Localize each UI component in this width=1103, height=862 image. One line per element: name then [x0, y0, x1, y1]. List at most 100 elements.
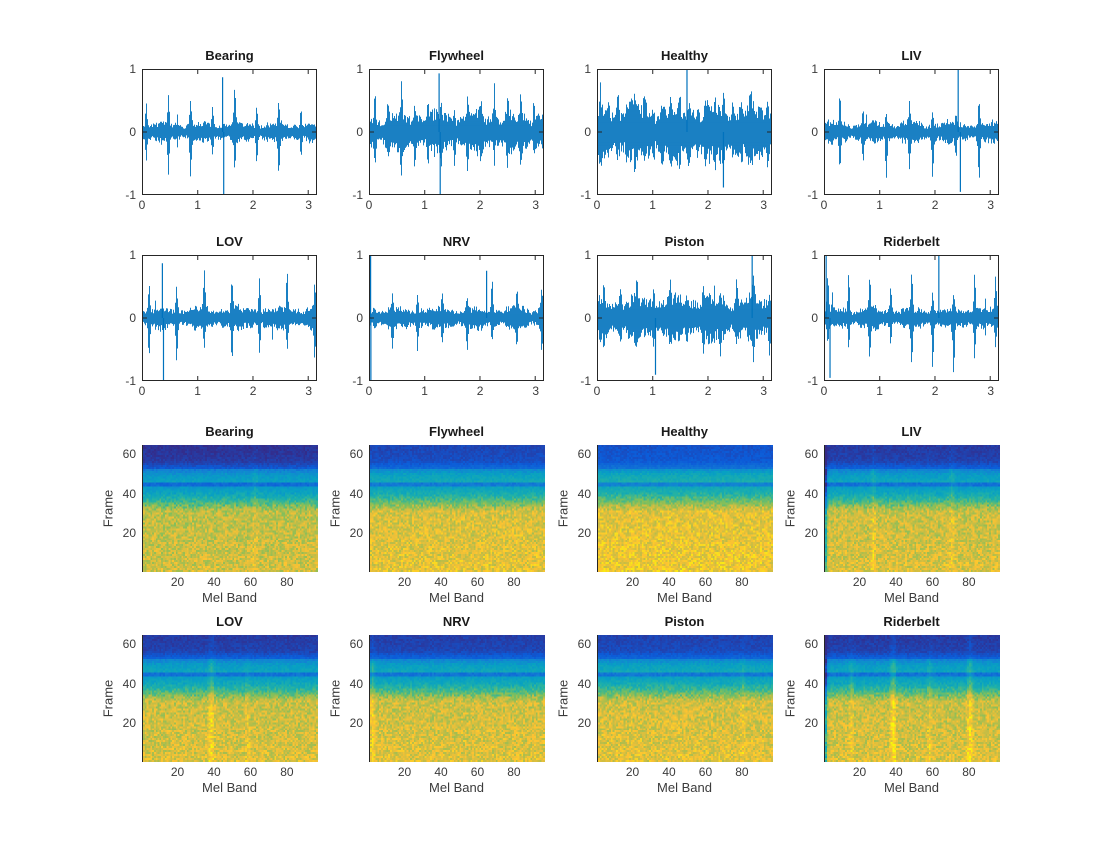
x-tick-label: 2	[931, 384, 939, 398]
plot-title: LIV	[901, 424, 922, 439]
spectrogram-plot	[142, 445, 318, 572]
subplot-spectrogram-nrv: NRV Mel Band Frame 20 40 60 20 40 60 80	[328, 614, 545, 795]
spectrogram-plot	[824, 635, 1000, 762]
y-tick-label: 20	[577, 716, 591, 731]
subplot-spectrogram-liv: LIV Mel Band Frame 20 40 60 20 40 60 80	[783, 424, 1000, 605]
y-tick-label: 20	[804, 716, 818, 731]
x-tick-label: 20	[397, 575, 412, 589]
spectrogram-plot	[369, 635, 545, 762]
spectrogram-plot	[142, 635, 318, 762]
waveform-plot	[142, 255, 317, 381]
subplot-waveform-bearing: Bearing -1 0 1 0 1 2 3	[125, 48, 317, 212]
x-axis-label: Mel Band	[202, 590, 257, 605]
plot-title: LOV	[216, 234, 243, 249]
plot-title: Healthy	[661, 48, 708, 63]
x-tick-label: 40	[662, 575, 676, 589]
x-tick-label: 40	[434, 575, 448, 589]
y-tick-label: 40	[804, 676, 818, 691]
subplot-waveform-liv: LIV -1 0 1 0 1 2 3	[807, 48, 999, 212]
x-tick-label: 40	[207, 765, 221, 779]
x-tick-label: 80	[507, 765, 521, 779]
y-tick-label: 40	[122, 676, 136, 691]
spectrogram-plot	[824, 445, 1000, 572]
y-tick-label: 0	[356, 125, 363, 139]
y-tick-label: 1	[811, 248, 818, 262]
x-axis-label: Mel Band	[884, 590, 939, 605]
x-tick-label: 1	[421, 384, 428, 398]
x-tick-label: 80	[507, 575, 521, 589]
x-tick-label: 40	[207, 575, 221, 589]
subplot-spectrogram-bearing: Bearing Mel Band Frame 20 40 60 20 40 60 80	[101, 424, 318, 605]
y-tick-label: 0	[811, 125, 818, 139]
waveform-plot	[597, 69, 772, 195]
plot-title: Bearing	[205, 424, 254, 439]
x-tick-label: 0	[820, 198, 828, 212]
y-tick-label: -1	[580, 374, 591, 388]
x-tick-label: 80	[735, 765, 749, 779]
y-tick-label: 1	[129, 248, 136, 262]
x-tick-label: 0	[138, 198, 146, 212]
y-tick-label: -1	[125, 188, 136, 202]
x-tick-label: 80	[280, 765, 294, 779]
x-tick-label: 3	[987, 384, 994, 398]
subplot-spectrogram-flywheel: Flywheel Mel Band Frame 20 40 60 20 40 60 80	[328, 424, 545, 605]
plot-title: Riderbelt	[883, 234, 940, 249]
y-tick-label: -1	[352, 188, 363, 202]
plot-title: Piston	[664, 614, 705, 629]
x-tick-label: 3	[987, 198, 994, 212]
y-tick-label: 20	[122, 526, 136, 541]
x-tick-label: 2	[249, 384, 257, 398]
x-tick-label: 80	[962, 765, 976, 779]
plot-title: LIV	[901, 48, 922, 63]
x-tick-label: 40	[434, 765, 448, 779]
x-tick-label: 3	[760, 198, 767, 212]
waveform-plot	[369, 255, 544, 381]
y-tick-label: 0	[811, 311, 818, 325]
subplot-spectrogram-piston: Piston Mel Band Frame 20 40 60 20 40 60 80	[556, 614, 773, 795]
x-tick-label: 80	[280, 575, 294, 589]
y-tick-label: 1	[129, 62, 136, 76]
y-tick-label: 1	[811, 62, 818, 76]
x-tick-label: 20	[170, 575, 185, 589]
plot-title: Riderbelt	[883, 614, 940, 629]
x-axis-label: Mel Band	[429, 590, 484, 605]
subplot-spectrogram-healthy: Healthy Mel Band Frame 20 40 60 20 40 60 80	[556, 424, 773, 605]
waveform-plot	[369, 69, 544, 195]
y-tick-label: 60	[122, 636, 136, 651]
x-tick-label: 40	[662, 765, 676, 779]
x-tick-label: 0	[820, 384, 828, 398]
y-tick-label: 0	[584, 311, 591, 325]
x-tick-label: 60	[698, 575, 713, 589]
x-axis-label: Mel Band	[884, 780, 939, 795]
x-tick-label: 1	[649, 198, 656, 212]
spectrogram-plot	[369, 445, 545, 572]
x-tick-label: 2	[249, 198, 257, 212]
subplot-waveform-riderbelt: Riderbelt -1 0 1 0 1 2 3	[807, 234, 999, 398]
x-tick-label: 60	[243, 575, 258, 589]
x-tick-label: 60	[470, 575, 485, 589]
x-tick-label: 80	[962, 575, 976, 589]
y-tick-label: 60	[804, 446, 818, 461]
y-tick-label: 40	[804, 486, 818, 501]
x-tick-label: 80	[735, 575, 749, 589]
y-tick-label: 1	[356, 62, 363, 76]
subplot-spectrogram-riderbelt: Riderbelt Mel Band Frame 20 40 60 20 40 60 80	[783, 614, 1000, 795]
x-tick-label: 40	[889, 765, 903, 779]
y-tick-label: -1	[125, 374, 136, 388]
y-tick-label: 40	[577, 486, 591, 501]
x-tick-label: 60	[470, 765, 485, 779]
x-tick-label: 1	[876, 384, 883, 398]
plot-title: NRV	[442, 234, 471, 249]
x-axis-label: Mel Band	[657, 780, 712, 795]
x-tick-label: 2	[931, 198, 939, 212]
x-axis-label: Mel Band	[202, 780, 257, 795]
y-tick-label: 60	[804, 636, 818, 651]
x-axis-label: Mel Band	[429, 780, 484, 795]
y-tick-label: 60	[349, 636, 363, 651]
x-tick-label: 60	[698, 765, 713, 779]
waveform-plot	[824, 255, 999, 381]
x-tick-label: 3	[760, 384, 767, 398]
x-tick-label: 1	[194, 198, 201, 212]
x-tick-label: 2	[476, 384, 484, 398]
